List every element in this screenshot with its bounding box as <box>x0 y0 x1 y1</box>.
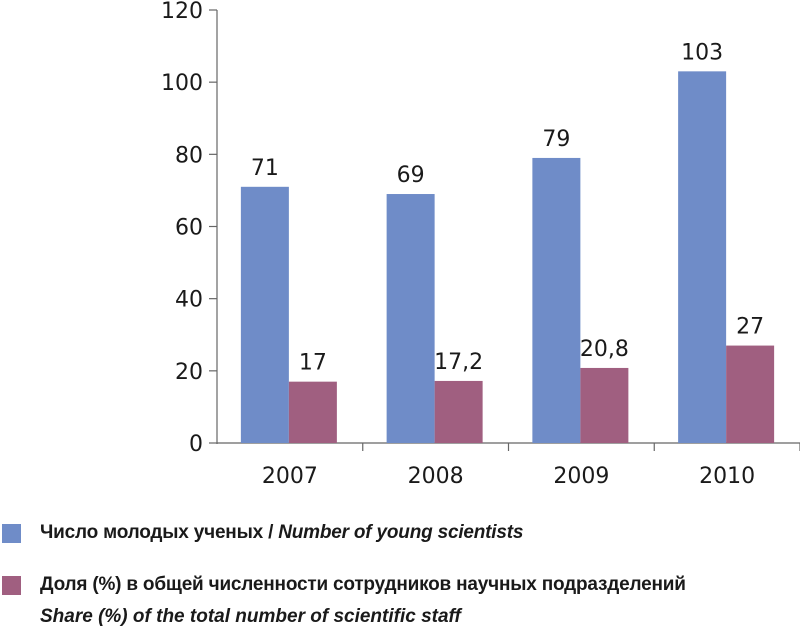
data-label: 79 <box>542 127 570 152</box>
y-tick-label: 20 <box>175 360 203 385</box>
bar-share <box>288 381 337 443</box>
chart-axes: 0 20 40 60 80 100 120 2007 2008 2009 2010 <box>161 0 800 489</box>
data-label: 17 <box>299 351 327 376</box>
x-tick-label: 2007 <box>262 464 318 489</box>
y-tick-label: 120 <box>161 0 203 24</box>
data-label: 17,2 <box>434 350 483 375</box>
x-tick-label: 2009 <box>553 464 609 489</box>
chart-labels: 71 69 79 103 17 17,2 20,8 27 <box>251 40 764 375</box>
bar-young-scientists <box>678 71 727 443</box>
data-label: 103 <box>681 40 723 65</box>
legend-separator: / <box>262 522 279 543</box>
legend-label-en: Number of young scientists <box>278 522 524 543</box>
legend-label-share-en: Share (%) of the total number of scienti… <box>40 606 461 627</box>
x-tick-label: 2008 <box>408 464 464 489</box>
legend-label-share-ru: Доля (%) в общей численности сотрудников… <box>40 574 686 595</box>
data-label: 69 <box>397 163 425 188</box>
bar-share <box>580 367 629 443</box>
y-tick-label: 40 <box>175 288 203 313</box>
bar-young-scientists <box>386 194 435 443</box>
legend-swatch-young-scientists <box>2 524 21 543</box>
data-label: 71 <box>251 156 279 181</box>
bar-young-scientists <box>240 186 289 443</box>
legend-label-ru: Число молодых ученых <box>40 522 263 543</box>
data-label: 27 <box>736 315 764 340</box>
data-label: 20,8 <box>580 337 629 362</box>
y-tick-label: 0 <box>189 432 203 457</box>
x-tick-label: 2010 <box>699 464 755 489</box>
chart-bars <box>240 71 775 444</box>
y-tick-label: 80 <box>175 143 203 168</box>
y-tick-label: 60 <box>175 216 203 241</box>
legend-label-young-scientists: Число молодых ученых / Number of young s… <box>40 522 523 544</box>
bar-young-scientists <box>532 157 581 444</box>
bar-share <box>434 380 483 443</box>
y-tick-label: 100 <box>161 71 203 96</box>
bar-chart: 0 20 40 60 80 100 120 2007 2008 2009 2010 71 69 79 10… <box>161 0 800 489</box>
legend-swatch-share <box>2 576 21 595</box>
bar-share <box>726 345 775 443</box>
